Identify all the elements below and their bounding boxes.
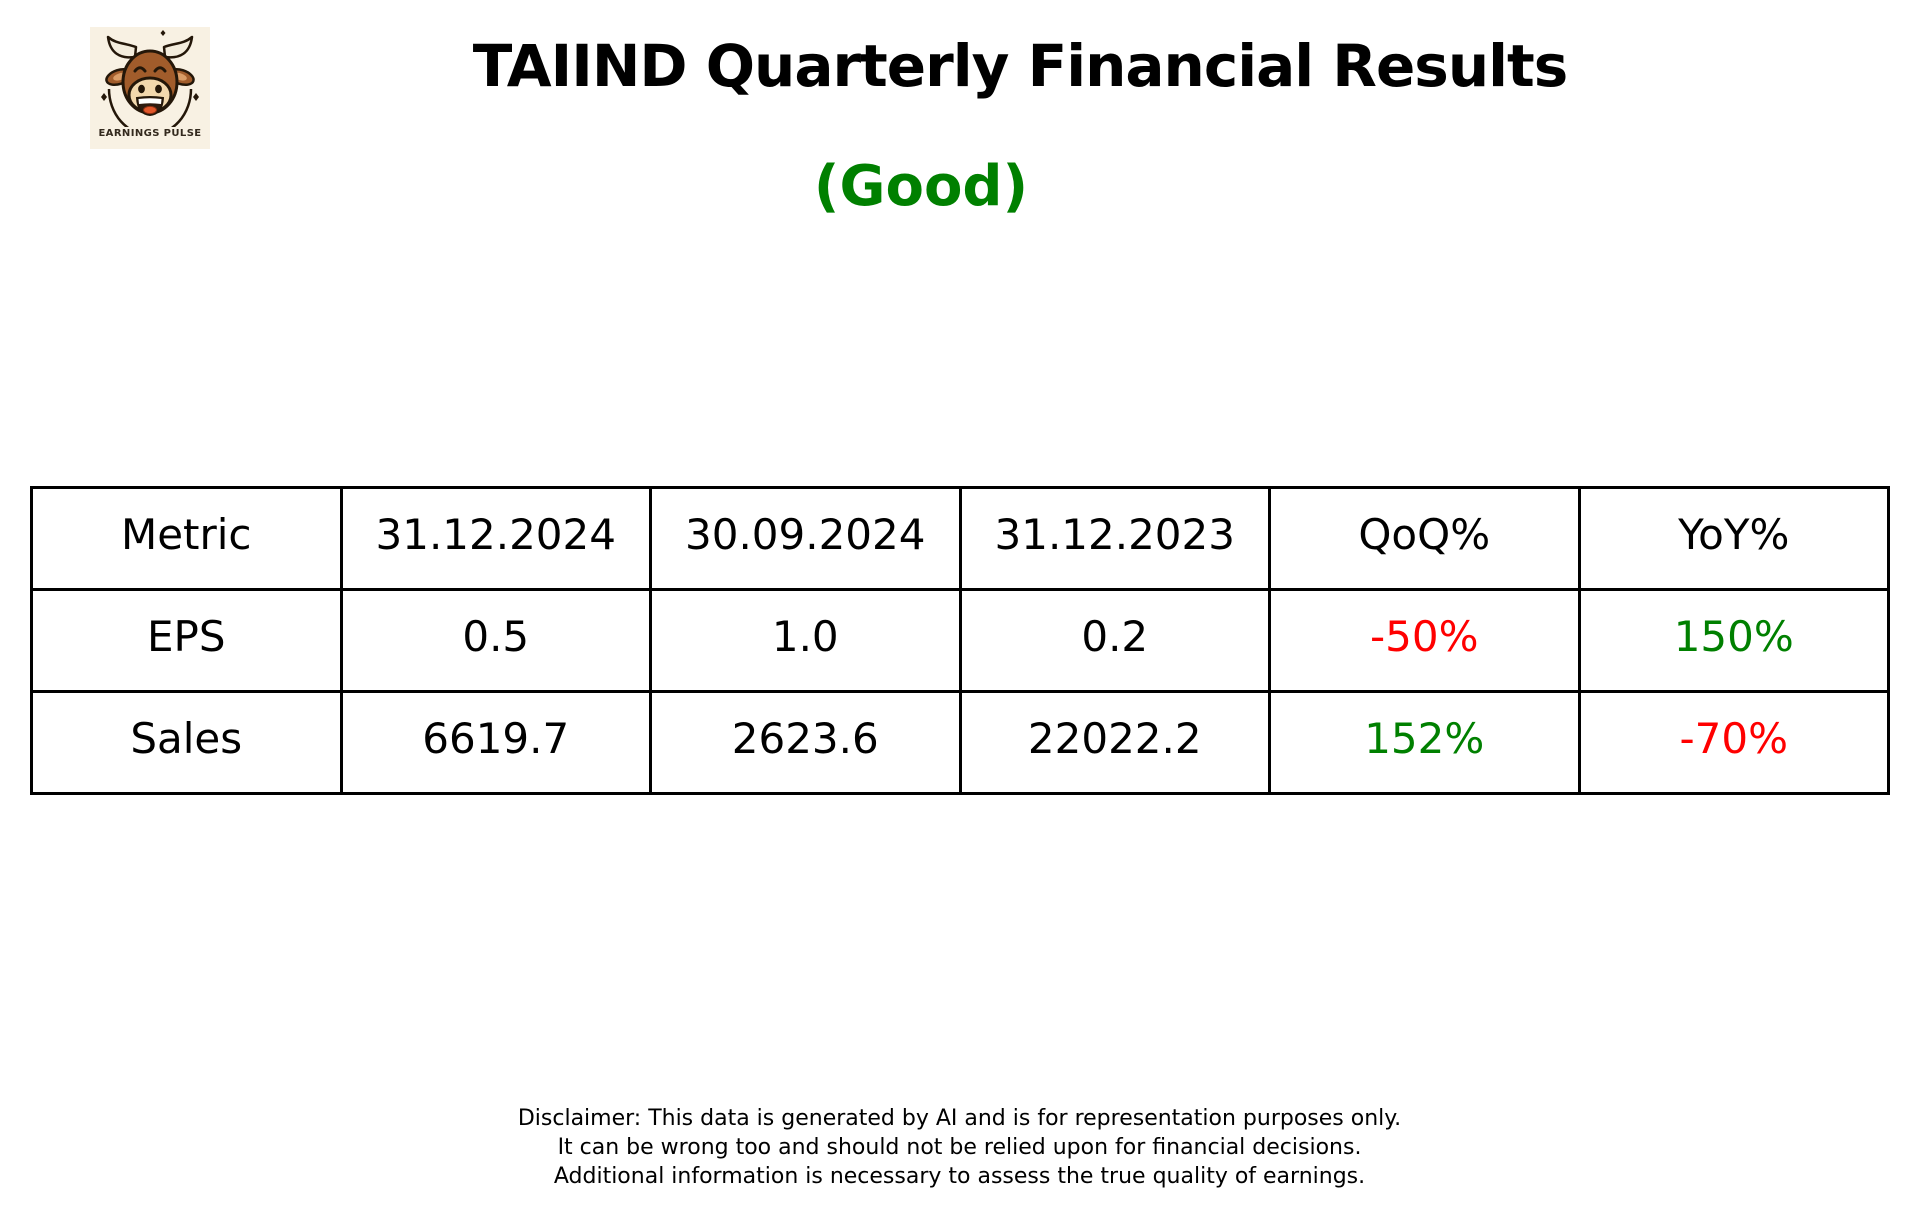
quarterly-results-table: Metric 31.12.2024 30.09.2024 31.12.2023 … — [30, 486, 1890, 795]
qoq-change-cell: 152% — [1268, 690, 1581, 795]
value-cell: 0.5 — [339, 588, 652, 693]
verdict-label: (Good) — [813, 154, 1029, 219]
table-header-row: Metric 31.12.2024 30.09.2024 31.12.2023 … — [30, 486, 1890, 591]
column-header-previous-quarter: 30.09.2024 — [649, 486, 962, 591]
yoy-change-cell: -70% — [1577, 690, 1890, 795]
value-cell: 1.0 — [649, 588, 962, 693]
column-header-metric: Metric — [30, 486, 343, 591]
column-header-current-quarter: 31.12.2024 — [339, 486, 652, 591]
column-header-yoy: YoY% — [1577, 486, 1890, 591]
value-cell: 2623.6 — [649, 690, 962, 795]
disclaimer-line: Additional information is necessary to a… — [553, 1164, 1366, 1189]
value-cell: 22022.2 — [958, 690, 1271, 795]
column-header-year-ago-quarter: 31.12.2023 — [958, 486, 1271, 591]
value-cell: 6619.7 — [339, 690, 652, 795]
disclaimer: Disclaimer: This data is generated by AI… — [0, 1104, 1919, 1191]
qoq-change-cell: -50% — [1268, 588, 1581, 693]
table-row-sales: Sales 6619.7 2623.6 22022.2 152% -70% — [30, 690, 1890, 795]
metric-label-cell: EPS — [30, 588, 343, 693]
value-cell: 0.2 — [958, 588, 1271, 693]
page-title: TAIIND Quarterly Financial Results — [472, 32, 1569, 100]
disclaimer-line: It can be wrong too and should not be re… — [557, 1135, 1362, 1160]
laughing-bull-icon — [101, 30, 199, 127]
logo-brand-text: EARNINGS PULSE — [98, 128, 202, 139]
earnings-pulse-logo: EARNINGS PULSE — [90, 27, 210, 149]
table-row-eps: EPS 0.5 1.0 0.2 -50% 150% — [30, 588, 1890, 693]
metric-label-cell: Sales — [30, 690, 343, 795]
column-header-qoq: QoQ% — [1268, 486, 1581, 591]
yoy-change-cell: 150% — [1577, 588, 1890, 693]
disclaimer-line: Disclaimer: This data is generated by AI… — [517, 1106, 1402, 1131]
